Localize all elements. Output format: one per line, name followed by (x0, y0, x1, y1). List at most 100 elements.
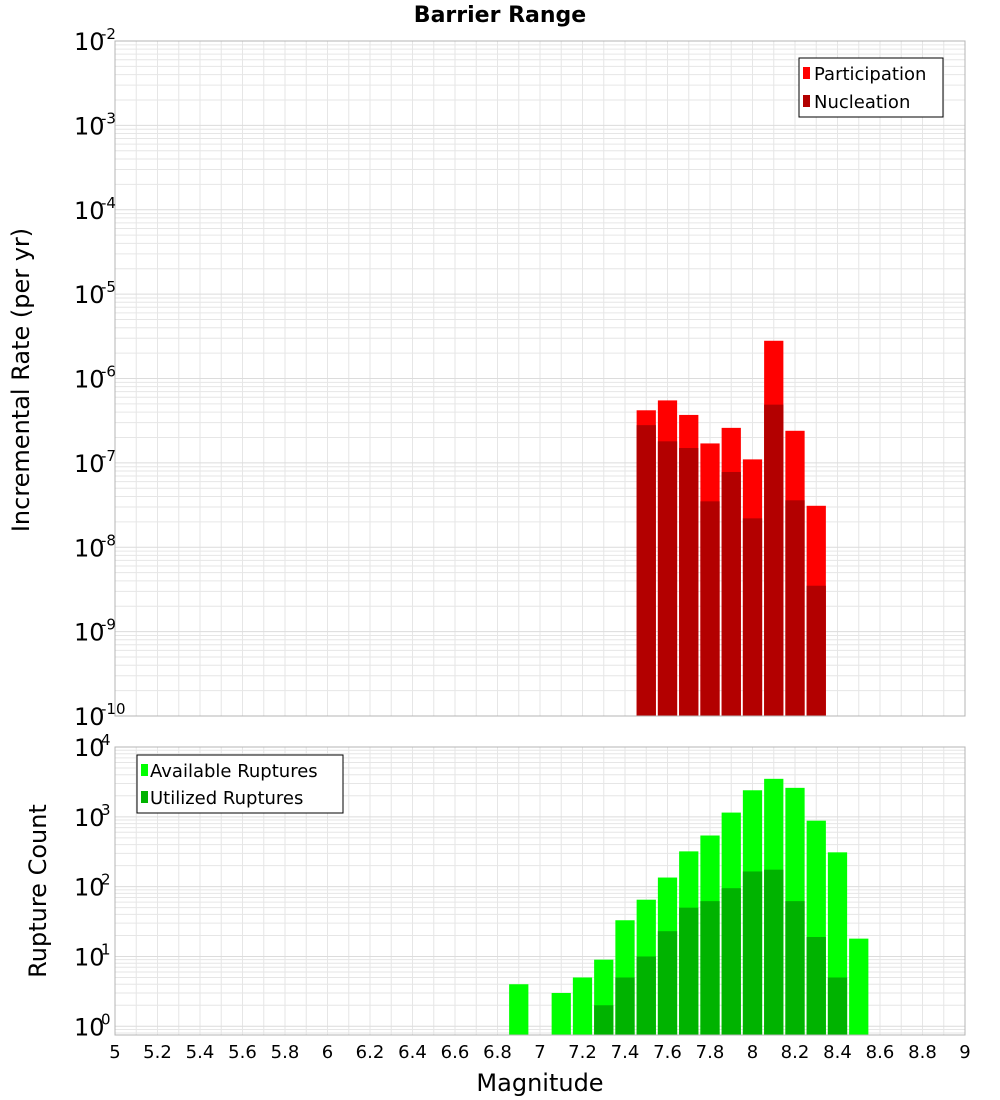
y-tick-label: 10 (74, 943, 105, 971)
y-tick-exponent: 2 (101, 871, 111, 889)
x-axis-label: Magnitude (476, 1069, 603, 1097)
y-tick-exponent: -6 (101, 363, 116, 381)
y-tick-label: 10 (74, 734, 105, 762)
top-grid (114, 41, 966, 717)
bar-utilized-ruptures (721, 888, 741, 1035)
bottom-legend-box (136, 754, 344, 814)
bar-nucleation (721, 471, 741, 716)
top-legend: Participation Nucleation (798, 57, 944, 118)
y-tick-exponent: 1 (101, 940, 111, 958)
y-tick-label: 10 (74, 28, 105, 56)
y-tick-exponent: -5 (101, 278, 116, 296)
y-tick-label: 10 (74, 804, 105, 832)
bar-nucleation (700, 501, 720, 716)
bar-available-ruptures (849, 938, 869, 1035)
bar-utilized-ruptures (827, 977, 848, 1035)
y-tick-label: 10 (74, 366, 105, 394)
top-plot-frame (114, 40, 966, 717)
bottom-bars (509, 778, 869, 1035)
x-tick-label: 5.2 (143, 1042, 172, 1063)
y-tick-exponent: -4 (101, 194, 116, 212)
bar-utilized-ruptures (806, 936, 826, 1035)
bar-nucleation (636, 425, 656, 716)
x-tick-label: 6.2 (356, 1042, 385, 1063)
legend-swatch-participation (803, 67, 810, 79)
bar-nucleation (806, 585, 826, 716)
y-tick-exponent: -10 (101, 700, 126, 718)
bar-utilized-ruptures (742, 871, 763, 1035)
y-tick-exponent: 3 (101, 801, 111, 819)
y-tick-exponent: -7 (101, 447, 116, 465)
x-tick-label: 5.8 (271, 1042, 300, 1063)
legend-label-utilized: Utilized Ruptures (150, 788, 303, 809)
top-y-axis-label: Incremental Rate (per yr) (7, 228, 35, 532)
y-tick-label: 10 (74, 1013, 105, 1041)
bar-available-ruptures (551, 992, 571, 1035)
x-tick-label: 5 (109, 1042, 120, 1063)
bar-nucleation (785, 500, 805, 716)
y-tick-exponent: -8 (101, 531, 116, 549)
bar-utilized-ruptures (657, 931, 678, 1035)
bar-utilized-ruptures (594, 1005, 614, 1035)
top-legend-box (798, 57, 944, 118)
x-tick-label: 5.4 (186, 1042, 215, 1063)
x-tick-label: 7.4 (611, 1042, 640, 1063)
y-tick-label: 10 (74, 281, 105, 309)
x-tick-label: 8.6 (866, 1042, 895, 1063)
bar-available-ruptures (572, 977, 593, 1035)
y-tick-label: 10 (74, 112, 105, 140)
legend-swatch-nucleation (803, 95, 810, 107)
x-tick-label: 7.8 (696, 1042, 725, 1063)
bar-nucleation (742, 518, 763, 716)
bar-nucleation (679, 448, 699, 716)
bottom-legend: Available Ruptures Utilized Ruptures (136, 754, 344, 814)
y-tick-label: 10 (74, 703, 105, 731)
x-tick-label: 6.4 (398, 1042, 427, 1063)
bar-utilized-ruptures (785, 901, 805, 1035)
legend-label-nucleation: Nucleation (814, 92, 910, 113)
x-tick-label: 8.8 (908, 1042, 937, 1063)
bar-nucleation (657, 441, 678, 716)
x-tick-label: 6 (322, 1042, 333, 1063)
legend-label-participation: Participation (814, 64, 926, 85)
y-tick-exponent: -9 (101, 616, 116, 634)
x-tick-label: 7.2 (568, 1042, 597, 1063)
y-tick-label: 10 (74, 197, 105, 225)
legend-swatch-utilized (141, 791, 148, 803)
chart-title: Barrier Range (414, 3, 586, 28)
y-tick-label: 10 (74, 450, 105, 478)
legend-swatch-available (141, 764, 148, 776)
y-tick-exponent: 4 (101, 731, 111, 749)
bar-utilized-ruptures (764, 869, 784, 1035)
x-tick-label: 7.6 (653, 1042, 682, 1063)
top-plot: 10-210-310-410-510-610-710-810-910-10 In… (7, 25, 966, 731)
x-tick-label: 6.6 (441, 1042, 470, 1063)
y-tick-label: 10 (74, 619, 105, 647)
bar-available-ruptures (509, 984, 529, 1035)
x-tick-label: 8 (747, 1042, 758, 1063)
bar-utilized-ruptures (700, 901, 720, 1035)
bottom-y-axis-label: Rupture Count (24, 804, 52, 978)
y-tick-exponent: -2 (101, 25, 116, 43)
x-tick-label: 7 (534, 1042, 545, 1063)
y-tick-exponent: -3 (101, 109, 116, 127)
x-tick-label: 5.6 (228, 1042, 257, 1063)
top-bars (636, 340, 826, 716)
x-tick-label: 6.8 (483, 1042, 512, 1063)
y-tick-exponent: 0 (101, 1010, 111, 1028)
bar-nucleation (764, 404, 784, 716)
bar-utilized-ruptures (636, 956, 656, 1035)
x-ticks: 5 5.2 5.4 5.6 5.8 6 6.2 6.4 6.6 6.8 7 7.2 7.4 7.6 7.8 8… (109, 1042, 970, 1063)
y-tick-label: 10 (74, 874, 105, 902)
x-tick-label: 8.2 (781, 1042, 810, 1063)
legend-label-available: Available Ruptures (150, 761, 318, 782)
x-tick-label: 9 (959, 1042, 970, 1063)
bar-utilized-ruptures (679, 907, 699, 1035)
top-y-ticks: 10-210-310-410-510-610-710-810-910-10 (74, 25, 126, 731)
bar-utilized-ruptures (615, 977, 635, 1035)
bottom-plot-frame (114, 746, 966, 1036)
x-tick-label: 8.4 (823, 1042, 852, 1063)
